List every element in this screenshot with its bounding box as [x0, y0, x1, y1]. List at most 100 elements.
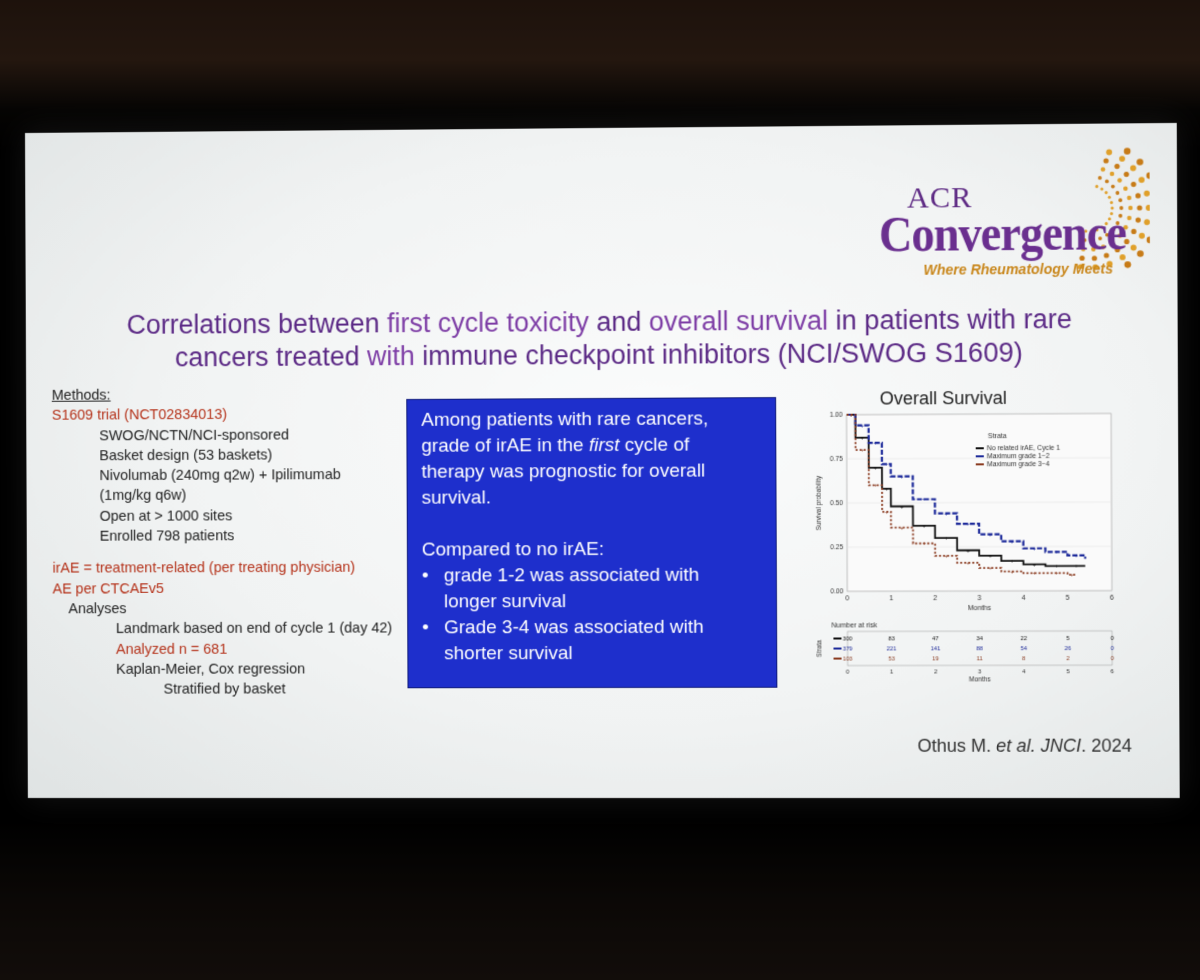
- finding-line: therapy was prognostic for overall: [421, 460, 706, 483]
- analyses-heading: Analyses: [68, 601, 127, 618]
- finding-text: grade of irAE in the: [421, 435, 589, 457]
- censor-mark: +: [900, 526, 904, 532]
- citation-journal: et al. JNCI: [996, 735, 1082, 756]
- compared-heading: Compared to no irAE:: [421, 538, 605, 561]
- legend-entry: No related irAE, Cycle 1: [987, 445, 1061, 452]
- censor-mark: +: [989, 566, 993, 572]
- censor-mark: +: [873, 441, 877, 447]
- analyzed-count: Analyzed n = 681: [115, 641, 228, 658]
- logo-dot: [1146, 172, 1151, 179]
- logo-dot: [1110, 184, 1115, 189]
- logo-dot: [1136, 158, 1144, 166]
- censor-mark: +: [900, 504, 904, 510]
- x-tick-label: 4: [1022, 595, 1026, 602]
- censor-mark: +: [1011, 559, 1015, 565]
- methods-item: Enrolled 798 patients: [99, 528, 235, 545]
- censor-mark: +: [1070, 573, 1074, 579]
- risk-count: 34: [976, 636, 983, 642]
- bullet-item: • Grade 3-4 was associated with shorter su…: [422, 615, 762, 668]
- censor-mark: +: [860, 436, 864, 442]
- censor-mark: +: [885, 487, 889, 493]
- censor-mark: +: [860, 448, 864, 454]
- risk-count: 53: [888, 656, 895, 662]
- censor-mark: +: [874, 466, 878, 472]
- title-highlight: with: [366, 341, 415, 372]
- logo-dot: [1136, 205, 1143, 211]
- trial-id: S1609 trial (NCT02834013): [51, 407, 228, 424]
- censor-mark: +: [885, 510, 889, 516]
- x-tick-label: 0: [845, 595, 849, 602]
- risk-count: 8: [1022, 656, 1025, 662]
- x-tick-label: 5: [1066, 595, 1070, 602]
- bullet-text: shorter survival: [444, 643, 573, 665]
- title-highlight: overall survival: [648, 305, 829, 337]
- risk-count: 88: [976, 646, 983, 652]
- irae-definition-2: AE per CTCAEv5: [52, 580, 164, 598]
- stratified-text: Stratified by basket: [163, 681, 286, 698]
- logo-tagline: Where Rheumatology Meets: [923, 260, 1114, 278]
- logo-dot: [1145, 204, 1151, 211]
- irae-definition: irAE = treatment-related (per treating p…: [52, 560, 356, 577]
- risk-count: 19: [932, 656, 939, 662]
- censor-mark: +: [988, 532, 992, 538]
- risk-count: 26: [1065, 646, 1072, 652]
- finding-text: cycle of: [619, 434, 690, 456]
- bullet-item: • grade 1-2 was associated with longer sur…: [422, 563, 762, 616]
- risk-count: 221: [887, 646, 897, 652]
- title-highlight: first cycle toxicity: [386, 307, 589, 339]
- legend-title: Strata: [988, 433, 1007, 440]
- censor-mark: +: [1055, 564, 1059, 570]
- acr-convergence-logo: ACR Convergence Where Rheumatology Meets: [877, 147, 1151, 286]
- risk-x-tick: 1: [890, 669, 894, 675]
- bullet-text: longer survival: [443, 591, 567, 613]
- logo-dot: [1123, 147, 1131, 155]
- censor-mark: +: [1075, 553, 1079, 559]
- methods-heading: Methods:: [51, 387, 111, 404]
- risk-table-ylabel: Strata: [816, 639, 823, 657]
- y-tick-label: 1.00: [830, 412, 843, 419]
- km-text: Kaplan-Meier, Cox regression: [116, 661, 306, 678]
- logo-dot: [1106, 149, 1113, 156]
- risk-x-tick: 6: [1111, 669, 1115, 675]
- logo-dot: [1138, 176, 1145, 183]
- censor-mark: +: [1075, 564, 1079, 570]
- logo-dot: [1109, 171, 1115, 177]
- logo-dot: [1117, 178, 1122, 183]
- logo-dot: [1146, 236, 1151, 244]
- y-tick-label: 0.75: [830, 456, 843, 463]
- citation: Othus M. et al. JNCI. 2024: [917, 736, 1132, 757]
- censor-mark: +: [885, 462, 889, 468]
- bullet-icon: •: [421, 565, 429, 587]
- citation-author: Othus M.: [917, 735, 997, 756]
- logo-dot: [1107, 195, 1112, 199]
- censor-mark: +: [922, 541, 926, 547]
- censor-mark: +: [944, 554, 948, 560]
- logo-convergence: Convergence: [878, 204, 1127, 263]
- risk-count: 5: [1066, 636, 1069, 642]
- logo-dot: [1123, 186, 1128, 191]
- x-tick-label: 6: [1110, 595, 1114, 602]
- slide-title: Correlations between first cycle toxicit…: [95, 303, 1105, 375]
- risk-count: 141: [931, 646, 941, 652]
- risk-count: 0: [1110, 636, 1113, 642]
- logo-dot: [1131, 228, 1137, 235]
- logo-dot: [1095, 184, 1099, 188]
- survival-chart: 0.000.250.500.751.000 1 2 3 4 5 6MonthsSurviva…: [816, 385, 1115, 683]
- risk-count: 83: [888, 636, 895, 642]
- risk-table-title: Number at risk: [831, 622, 877, 629]
- risk-count: 300: [843, 636, 853, 642]
- y-tick-label: 0.00: [831, 588, 844, 595]
- logo-dot: [1135, 193, 1141, 199]
- x-tick-label: 2: [933, 595, 937, 602]
- key-finding-box: Among patients with rare cancers, grade …: [406, 397, 778, 689]
- risk-count: 54: [1020, 646, 1027, 652]
- risk-count: 379: [843, 646, 853, 652]
- logo-dot: [1130, 165, 1137, 172]
- methods-item: (1mg/kg q6w): [99, 488, 187, 505]
- y-axis-label: Survival probability: [816, 475, 823, 530]
- censor-mark: +: [1055, 571, 1059, 577]
- logo-dot: [1105, 179, 1109, 184]
- censor-mark: +: [900, 474, 904, 480]
- x-axis-label: Months: [968, 605, 992, 612]
- logo-dot: [1104, 191, 1108, 195]
